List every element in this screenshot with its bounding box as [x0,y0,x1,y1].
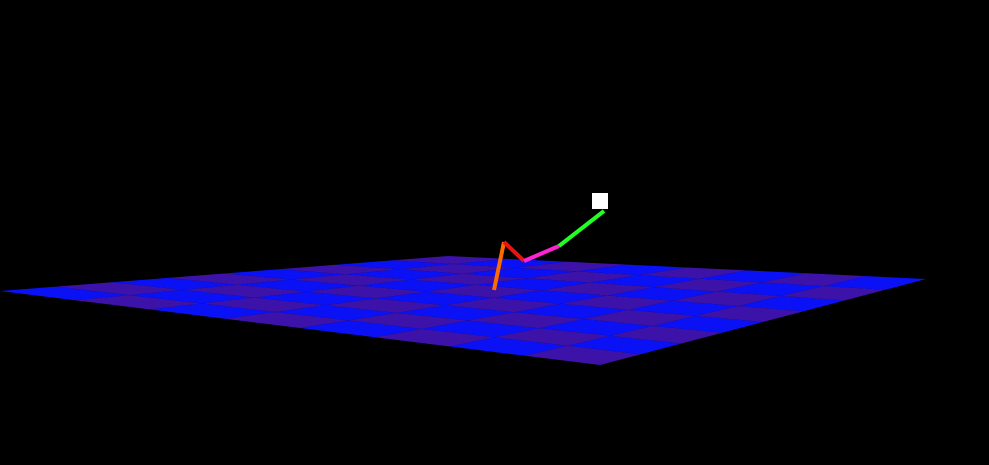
floor-tile [358,279,477,292]
floor-tile [453,258,568,268]
floor-tile [717,282,824,296]
floor-tile [306,285,427,299]
floor-tile [421,320,540,338]
floor-tile [567,335,682,355]
floor-tile [628,300,739,316]
floor-tile [514,303,629,319]
floor-tile [445,297,561,313]
floor-tile [590,275,701,288]
floor-tile [653,278,762,292]
floor-tile [392,256,508,264]
floor-tile [761,273,867,287]
robot-arm [492,209,606,291]
floor-tile [463,267,577,279]
floor-tile [610,325,723,344]
floor-tile [280,264,400,275]
floor-tile [168,273,292,285]
floor-tile [426,284,542,298]
floor-tile [112,277,238,290]
floor-tile [254,291,376,306]
floor-tile [467,312,584,329]
floor-tile [225,312,349,328]
floor-tile [348,312,468,329]
floor-tile [577,264,687,276]
floor-tile [695,306,804,322]
floor-tile [0,286,130,301]
floor-tile [375,328,495,347]
floor-tile [396,305,515,321]
floor-tile [526,271,639,283]
fore-link [523,244,560,263]
floor-tile [494,328,611,346]
floor-tile [672,291,781,306]
floor-tile [75,295,203,310]
floor-tile [399,264,516,274]
floor-tile [150,303,276,319]
floor-tile [700,270,807,283]
upper-link [502,240,526,263]
floor-tile [607,287,718,301]
floor-tile [638,267,747,279]
floor-tile [738,296,845,312]
target-marker [592,193,608,209]
floor-tile [823,276,926,290]
floor-tile [300,320,422,338]
floor-tile [515,261,628,272]
floor-tile [653,315,763,333]
floor-tile [202,297,326,312]
floor-tile [291,274,411,286]
floor-tile [224,269,346,280]
floor-tile [183,284,307,298]
floor-tile [560,295,673,310]
floor-tile [493,290,608,304]
target-cube [592,193,608,209]
floor-tile [450,337,568,356]
floor-tile [325,298,446,313]
floor-tile [525,345,641,365]
floor-tile [780,286,886,301]
floor-tile [237,279,359,292]
end-link [557,209,606,248]
floor-tile [129,289,255,304]
floor-tile [539,319,653,336]
base-link [492,241,506,291]
floor-tile [541,282,654,296]
floor-tile [583,309,696,326]
floor-tile [345,269,464,280]
floor-tile [56,282,184,296]
floor-tile [275,305,397,321]
floor-tile [336,260,454,270]
floor-tile [375,291,494,306]
floor-tile [476,278,591,291]
